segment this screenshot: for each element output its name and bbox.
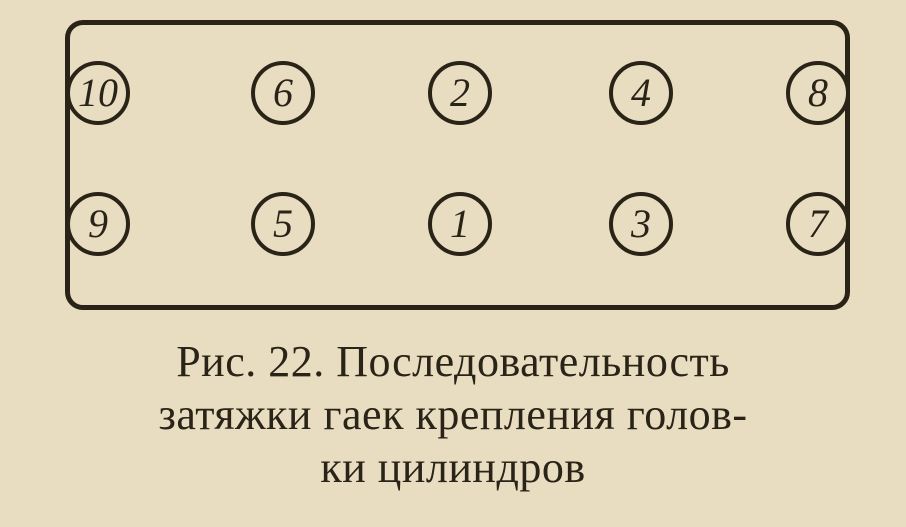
bolt-circle-2: 2 <box>428 61 492 125</box>
bolt-circle-4: 4 <box>609 61 673 125</box>
bolt-circle-6: 6 <box>251 61 315 125</box>
bolt-circle-7: 7 <box>786 192 850 256</box>
bolt-circle-9: 9 <box>66 192 130 256</box>
figure-caption: Рис. 22. Последовательностьзатяжки гаек … <box>20 336 886 494</box>
bolt-number: 3 <box>631 204 651 244</box>
bolt-number: 10 <box>78 73 118 113</box>
caption-line: Рис. 22. Последовательность <box>20 336 886 389</box>
bolt-circle-1: 1 <box>428 192 492 256</box>
bolt-number: 1 <box>450 204 470 244</box>
bolt-number: 4 <box>631 73 651 113</box>
bolt-circle-10: 10 <box>66 61 130 125</box>
bolt-circle-5: 5 <box>251 192 315 256</box>
bolt-number: 8 <box>808 73 828 113</box>
bolt-circle-8: 8 <box>786 61 850 125</box>
bolt-circle-3: 3 <box>609 192 673 256</box>
caption-line: ки цилиндров <box>20 442 886 495</box>
bolt-number: 9 <box>88 204 108 244</box>
bolt-number: 5 <box>273 204 293 244</box>
bolt-number: 7 <box>808 204 828 244</box>
bolt-number: 2 <box>450 73 470 113</box>
caption-line: затяжки гаек крепления голов- <box>20 389 886 442</box>
bolt-number: 6 <box>273 73 293 113</box>
